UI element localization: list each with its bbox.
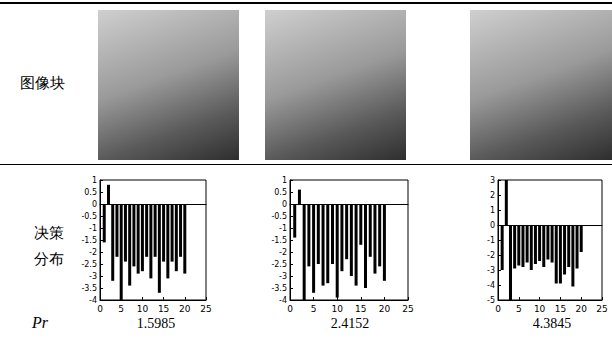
svg-text:2: 2 [490, 191, 495, 200]
svg-text:10: 10 [534, 304, 546, 314]
svg-text:20: 20 [575, 304, 587, 314]
svg-text:-0.5: -0.5 [271, 212, 287, 221]
svg-text:15: 15 [158, 304, 169, 314]
svg-text:10: 10 [137, 304, 149, 314]
svg-text:-4: -4 [89, 296, 97, 305]
svg-text:-0.5: -0.5 [81, 212, 97, 221]
svg-text:-4: -4 [487, 281, 495, 290]
svg-text:-1: -1 [279, 224, 287, 233]
svg-text:-1: -1 [487, 236, 495, 245]
svg-text:15: 15 [555, 304, 566, 314]
svg-text:0: 0 [97, 304, 103, 314]
svg-text:20: 20 [379, 304, 391, 314]
svg-text:5: 5 [311, 304, 317, 314]
svg-text:-4: -4 [279, 296, 287, 305]
svg-text:10: 10 [331, 304, 343, 314]
svg-text:1: 1 [282, 176, 287, 185]
svg-text:5: 5 [516, 304, 522, 314]
svg-text:0: 0 [287, 304, 293, 314]
html-text:决策: 决策 [34, 224, 64, 242]
svg-text:-2: -2 [89, 248, 97, 257]
svg-text:-2: -2 [487, 251, 495, 260]
svg-text:-2.5: -2.5 [81, 260, 97, 269]
html-text:分布: 分布 [34, 250, 64, 268]
svg-text:0.5: 0.5 [274, 188, 287, 197]
svg-text:-5: -5 [487, 296, 495, 305]
svg-text:15: 15 [355, 304, 366, 314]
svg-text:1: 1 [490, 206, 495, 215]
html-text:图像块: 图像块 [20, 74, 65, 92]
html-text:4.3845: 4.3845 [532, 316, 572, 331]
svg-text:1: 1 [92, 176, 97, 185]
html-text:2.4152: 2.4152 [330, 316, 370, 331]
html-text:Pr: Pr [32, 314, 48, 331]
svg-text:-3: -3 [487, 266, 495, 275]
svg-text:20: 20 [179, 304, 191, 314]
svg-text:25: 25 [596, 304, 607, 314]
svg-text:0: 0 [92, 200, 97, 209]
svg-text:0: 0 [282, 200, 287, 209]
svg-text:3: 3 [490, 176, 495, 185]
svg-text:-1: -1 [89, 224, 97, 233]
svg-text:-3.5: -3.5 [81, 284, 97, 293]
svg-text:0: 0 [495, 304, 501, 314]
html-text:1.5985: 1.5985 [136, 316, 176, 331]
svg-text:25: 25 [402, 304, 413, 314]
svg-text:-2.5: -2.5 [271, 260, 287, 269]
svg-text:-3: -3 [89, 272, 97, 281]
svg-text:-2: -2 [279, 248, 287, 257]
svg-text:0: 0 [490, 221, 495, 230]
svg-text:5: 5 [118, 304, 124, 314]
svg-text:25: 25 [200, 304, 211, 314]
svg-text:-3.5: -3.5 [271, 284, 287, 293]
svg-text:-1.5: -1.5 [271, 236, 287, 245]
svg-text:-1.5: -1.5 [81, 236, 97, 245]
svg-text:-3: -3 [279, 272, 287, 281]
svg-text:0.5: 0.5 [84, 188, 97, 197]
